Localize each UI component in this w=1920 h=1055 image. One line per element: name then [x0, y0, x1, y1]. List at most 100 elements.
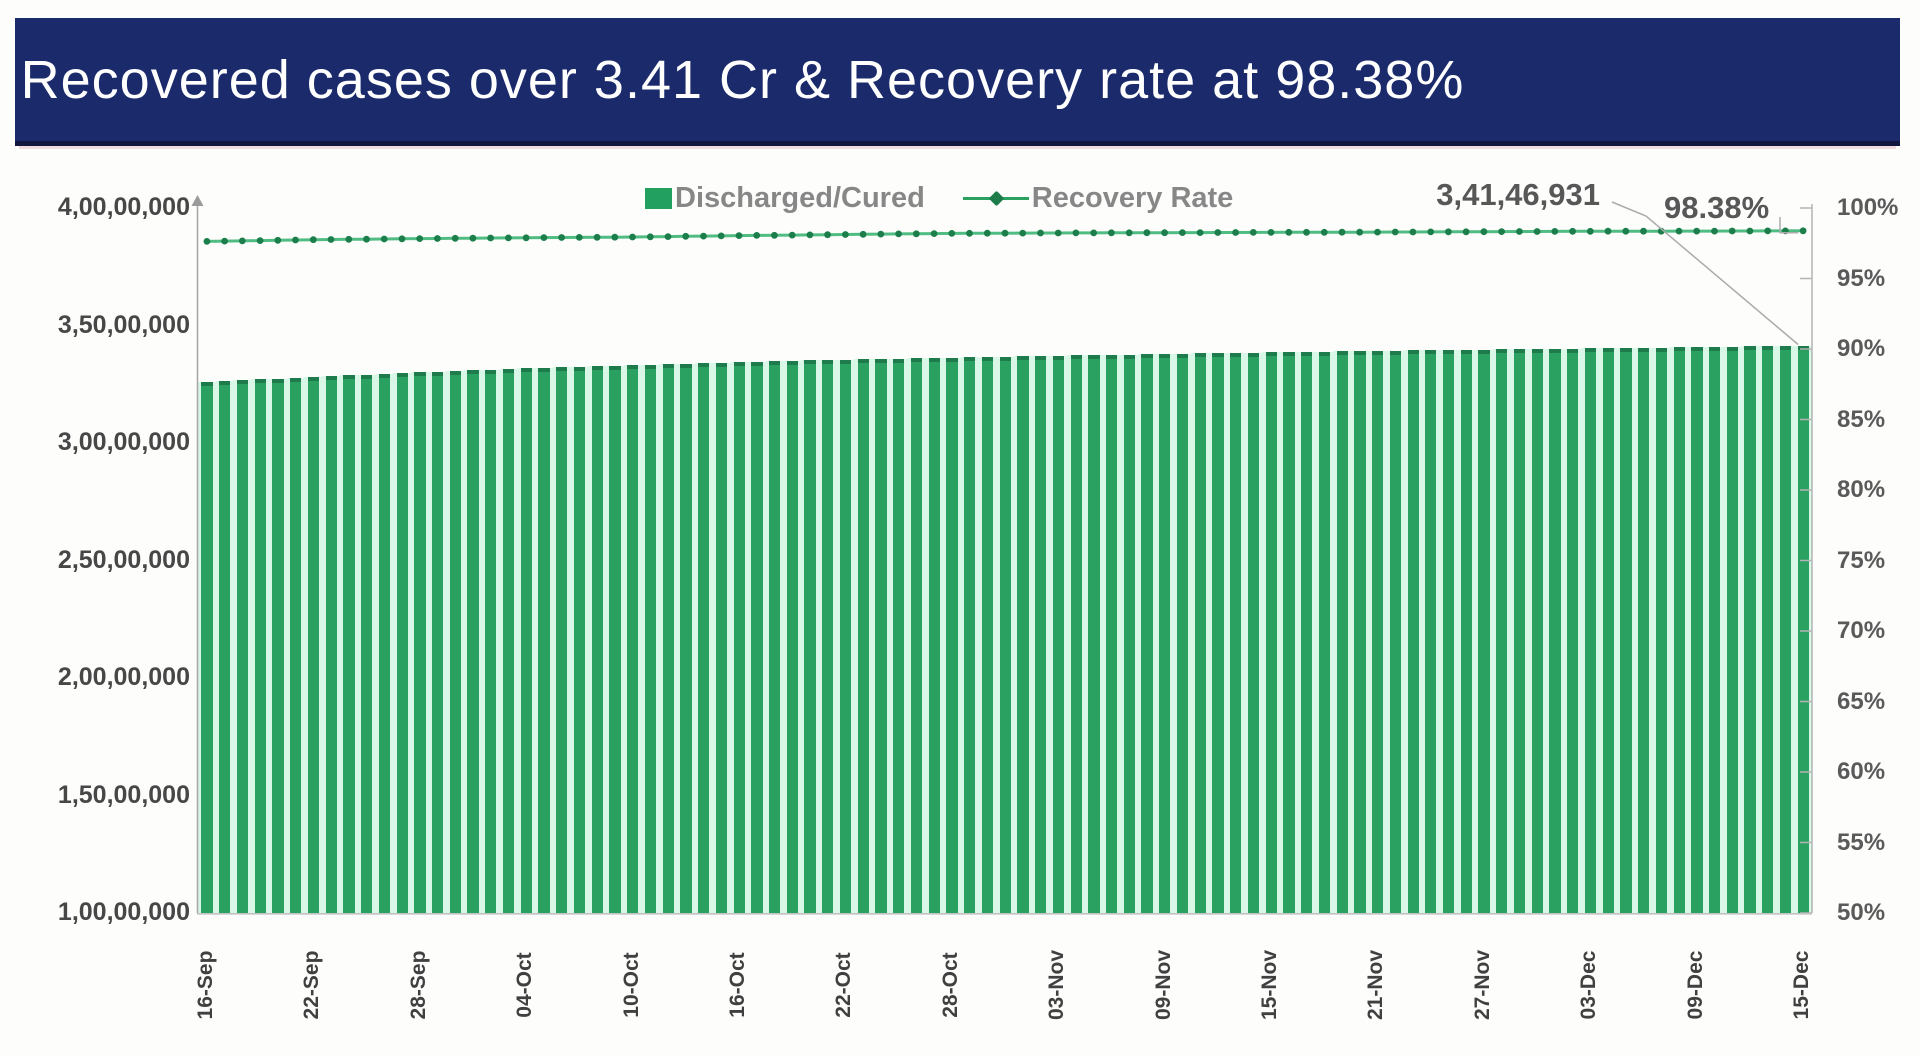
right-axis-tick-label: 90%	[1837, 335, 1886, 362]
recovery-rate-marker	[1799, 227, 1807, 235]
bar	[1492, 349, 1511, 913]
left-axis-tick-label: 3,00,00,000	[57, 428, 190, 456]
bar	[1226, 352, 1245, 913]
recovery-rate-marker	[1711, 227, 1718, 235]
right-axis-tick-label: 65%	[1837, 687, 1886, 715]
bar	[1776, 345, 1795, 913]
recovery-rate-marker	[1462, 228, 1470, 236]
recovery-rate-marker	[540, 234, 548, 242]
bar	[818, 360, 837, 913]
recovery-rate-marker	[416, 235, 424, 243]
x-axis-tick-label: 04-Oct	[513, 952, 537, 1018]
bar	[1687, 347, 1706, 913]
recovery-rate-marker	[505, 234, 512, 242]
recovery-rate-marker	[1764, 227, 1772, 235]
bar	[942, 357, 962, 913]
bar	[464, 370, 483, 913]
recovery-rate-marker	[1693, 227, 1701, 235]
bar	[1581, 348, 1600, 913]
recovery-rate-marker	[1622, 227, 1630, 235]
bar	[1563, 348, 1582, 913]
left-axis-tick-label: 1,50,00,000	[57, 780, 190, 809]
recovery-rate-marker	[1551, 228, 1559, 235]
bar	[1705, 346, 1724, 913]
recovery-rate-marker	[1480, 228, 1488, 236]
recovery-rate-marker	[593, 233, 601, 241]
bar	[534, 367, 554, 913]
recovery-rate-marker	[1214, 229, 1222, 236]
recovery-rate-marker	[753, 232, 761, 239]
legend-label-recovery-rate: Recovery Rate	[1031, 182, 1234, 214]
bar	[1208, 353, 1228, 913]
recovery-rate-marker	[966, 229, 973, 237]
bar	[304, 376, 323, 913]
bar	[1138, 354, 1157, 913]
recovery-rate-marker	[824, 231, 831, 239]
right-axis-tick-label: 95%	[1837, 264, 1886, 292]
bar	[1599, 348, 1618, 913]
legend-item-recovery-rate: Recovery Rate	[962, 182, 1234, 215]
bar	[1670, 347, 1689, 913]
bar	[1723, 346, 1742, 913]
recovery-rate-marker	[930, 230, 938, 238]
bar	[1102, 354, 1121, 913]
bar	[836, 359, 855, 913]
bar	[322, 376, 341, 913]
bar	[1013, 356, 1032, 913]
bar	[1279, 352, 1299, 913]
recovery-rate-marker	[895, 230, 902, 238]
bar	[854, 359, 873, 913]
bar	[1439, 349, 1458, 913]
recovery-rate-marker	[1267, 229, 1275, 236]
bar	[1049, 355, 1068, 913]
bar	[659, 364, 678, 913]
recovery-rate-marker	[1604, 227, 1612, 235]
recovery-rate-marker	[1001, 229, 1009, 237]
bar	[1510, 349, 1529, 913]
recovery-rate-marker	[1285, 228, 1293, 236]
recovery-rate-marker	[1498, 228, 1505, 236]
recovery-rate-marker	[575, 234, 583, 241]
bar	[1084, 355, 1103, 913]
bar	[871, 359, 891, 913]
bar	[694, 363, 713, 913]
bar	[730, 362, 749, 913]
bar	[1404, 350, 1423, 913]
bar	[588, 366, 607, 913]
bar	[978, 357, 997, 913]
recovery-rate-marker	[203, 238, 211, 245]
left-axis-arrow-icon	[191, 195, 204, 206]
bar	[1262, 352, 1281, 913]
recovery-rate-marker	[221, 237, 229, 245]
bar	[747, 361, 766, 913]
recovery-rate-marker	[380, 235, 388, 243]
bar	[676, 363, 695, 913]
recovery-rate-marker	[363, 235, 370, 243]
right-axis-tick-label: 100%	[1837, 194, 1899, 221]
x-axis-tick-label: 28-Sep	[406, 950, 430, 1020]
x-axis-tick-label: 22-Sep	[300, 950, 324, 1020]
bar	[428, 371, 447, 913]
bar	[605, 365, 625, 913]
bar	[1421, 350, 1440, 913]
recovery-rate-marker	[238, 237, 246, 245]
cases-leader-line	[1611, 201, 1799, 346]
recovery-rate-marker	[1108, 229, 1115, 237]
left-axis-tick-label: 4,00,00,000	[57, 193, 190, 221]
recovery-rate-marker	[1179, 229, 1186, 237]
bar	[357, 374, 376, 913]
recovery-rate-marker	[1125, 229, 1133, 237]
recovery-rate-marker	[983, 229, 991, 237]
recovery-rate-marker	[1445, 228, 1452, 236]
bar	[1067, 355, 1086, 913]
x-axis-tick-label: 28-Oct	[938, 952, 962, 1018]
recovery-rate-marker	[451, 234, 459, 242]
bar	[339, 375, 358, 913]
legend-item-discharged: Discharged/Cured	[645, 182, 925, 215]
bar	[251, 379, 270, 913]
recovery-rate-marker	[717, 232, 725, 240]
right-axis-tick-label: 60%	[1837, 758, 1886, 785]
recovery-rate-marker	[1374, 228, 1381, 236]
recovery-rate-marker	[1427, 228, 1435, 236]
